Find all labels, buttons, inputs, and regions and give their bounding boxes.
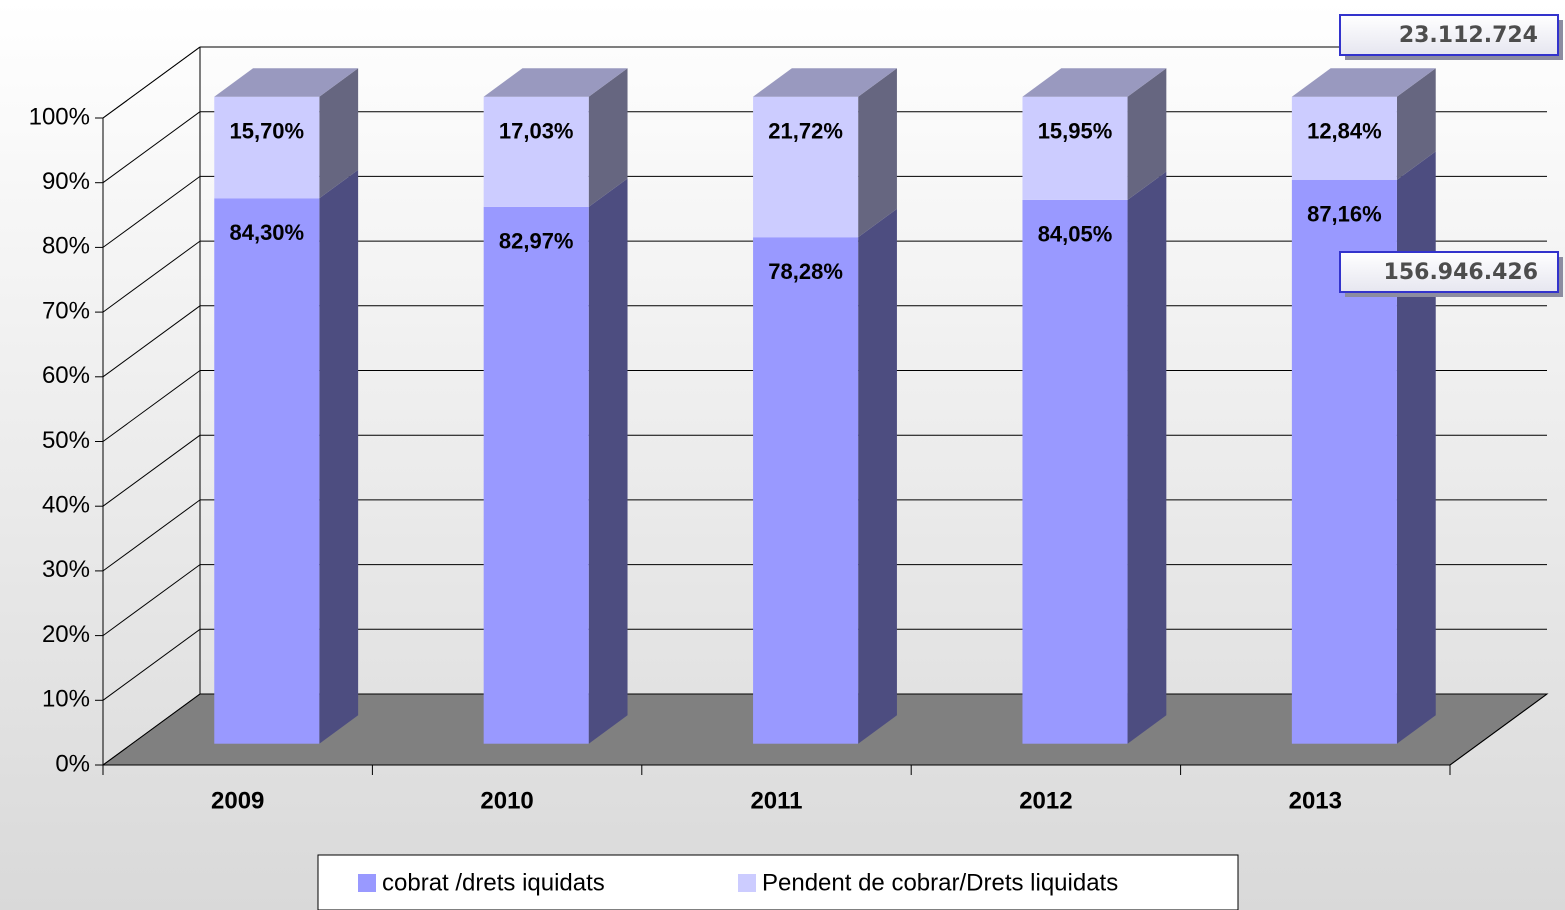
bar-side — [1127, 68, 1167, 200]
y-tick-label: 100% — [29, 103, 90, 130]
grid-line — [102, 305, 201, 378]
x-tick-label: 2009 — [211, 787, 264, 814]
floor-edge — [1449, 693, 1548, 766]
bar-top — [1022, 68, 1167, 97]
grid-line — [102, 370, 201, 442]
y-tick-label: 50% — [42, 427, 90, 454]
data-label: 78,28% — [768, 259, 843, 284]
y-tick-label: 20% — [42, 621, 90, 648]
y-tick-label: 80% — [42, 233, 90, 260]
y-tick-label: 90% — [42, 168, 90, 195]
x-tick-label: 2010 — [480, 787, 533, 814]
bar-top — [214, 68, 359, 97]
y-tick-label: 60% — [42, 362, 90, 389]
bar-side — [588, 178, 628, 744]
bar-top — [753, 68, 897, 97]
grid-line — [102, 564, 201, 637]
bar-side — [1127, 171, 1167, 744]
grid-line — [102, 175, 201, 248]
bar-top — [483, 68, 628, 97]
grid-line — [102, 46, 201, 119]
annotation: 23.112.724 — [1399, 23, 1538, 48]
data-label: 17,03% — [499, 119, 574, 144]
bar-side — [588, 68, 628, 207]
bar — [214, 96, 320, 199]
bar — [1022, 199, 1128, 744]
data-label: 84,30% — [229, 220, 304, 245]
bar-side — [1396, 68, 1436, 180]
legend-label: Pendent de cobrar/Drets liquidats — [762, 869, 1118, 896]
y-tick-label: 70% — [42, 297, 90, 324]
annotation-box — [1339, 14, 1559, 56]
data-label: 84,05% — [1038, 222, 1113, 247]
grid-line — [102, 693, 201, 766]
data-label: 12,84% — [1307, 119, 1382, 144]
x-tick-label: 2011 — [750, 787, 802, 814]
data-label: 87,16% — [1307, 202, 1382, 227]
annotation: 156.946.426 — [1384, 260, 1538, 285]
bar-side — [858, 68, 897, 238]
bar — [483, 96, 589, 207]
grid-line — [102, 111, 201, 184]
bar-side — [319, 169, 359, 744]
legend-swatch — [738, 874, 756, 892]
legend-box — [317, 854, 1239, 910]
grid-line — [102, 499, 201, 572]
legend-label: cobrat /drets iquidats — [382, 869, 605, 896]
grid-line — [102, 240, 201, 313]
data-label: 21,72% — [768, 119, 843, 144]
y-tick-label: 30% — [42, 556, 90, 583]
bar — [753, 237, 859, 744]
bar — [1022, 96, 1128, 200]
y-tick-label: 40% — [42, 492, 90, 519]
annotation-box — [1339, 251, 1559, 293]
data-label: 15,70% — [229, 119, 304, 144]
grid-line — [102, 434, 201, 507]
y-tick-label: 10% — [42, 686, 90, 713]
x-tick-label: 2013 — [1289, 787, 1342, 814]
bar-side — [858, 208, 897, 744]
bar — [753, 96, 859, 238]
bar — [483, 206, 589, 744]
bar — [214, 198, 320, 744]
grid-line — [102, 628, 201, 701]
y-tick-label: 0% — [55, 750, 90, 777]
bar — [1291, 96, 1397, 180]
data-label: 82,97% — [499, 229, 574, 254]
bar-top — [1291, 68, 1436, 97]
bar-side — [319, 68, 359, 199]
data-label: 15,95% — [1038, 119, 1113, 144]
bar-side — [1396, 151, 1436, 744]
legend-swatch — [358, 874, 376, 892]
x-tick-label: 2012 — [1019, 787, 1072, 814]
